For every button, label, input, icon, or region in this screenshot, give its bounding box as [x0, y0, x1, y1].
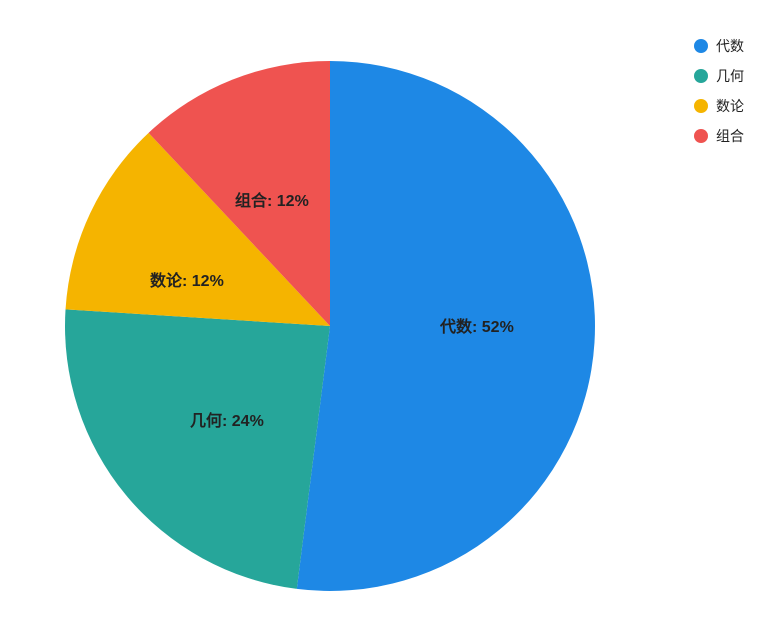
legend: 代数 几何 数论 组合	[694, 36, 744, 146]
slice-label-3: 组合: 12%	[235, 191, 309, 210]
pie-chart: 代数: 52% 几何: 24% 数论: 12% 组合: 12%	[40, 36, 620, 616]
legend-item-2[interactable]: 数论	[694, 96, 744, 116]
legend-item-0[interactable]: 代数	[694, 36, 744, 56]
legend-swatch-3	[694, 129, 708, 143]
legend-label-3: 组合	[716, 126, 744, 146]
legend-swatch-0	[694, 39, 708, 53]
slice-label-2: 数论: 12%	[150, 271, 224, 290]
legend-swatch-1	[694, 69, 708, 83]
legend-label-2: 数论	[716, 96, 744, 116]
legend-item-3[interactable]: 组合	[694, 126, 744, 146]
legend-label-0: 代数	[716, 36, 744, 56]
legend-label-1: 几何	[716, 66, 744, 86]
chart-container: 代数: 52% 几何: 24% 数论: 12% 组合: 12% 代数 几何 数论 组合	[0, 0, 768, 636]
legend-swatch-2	[694, 99, 708, 113]
slice-label-0: 代数: 52%	[439, 317, 514, 336]
legend-item-1[interactable]: 几何	[694, 66, 744, 86]
slice-label-1: 几何: 24%	[190, 411, 264, 430]
pie-slice-1[interactable]	[65, 309, 330, 589]
